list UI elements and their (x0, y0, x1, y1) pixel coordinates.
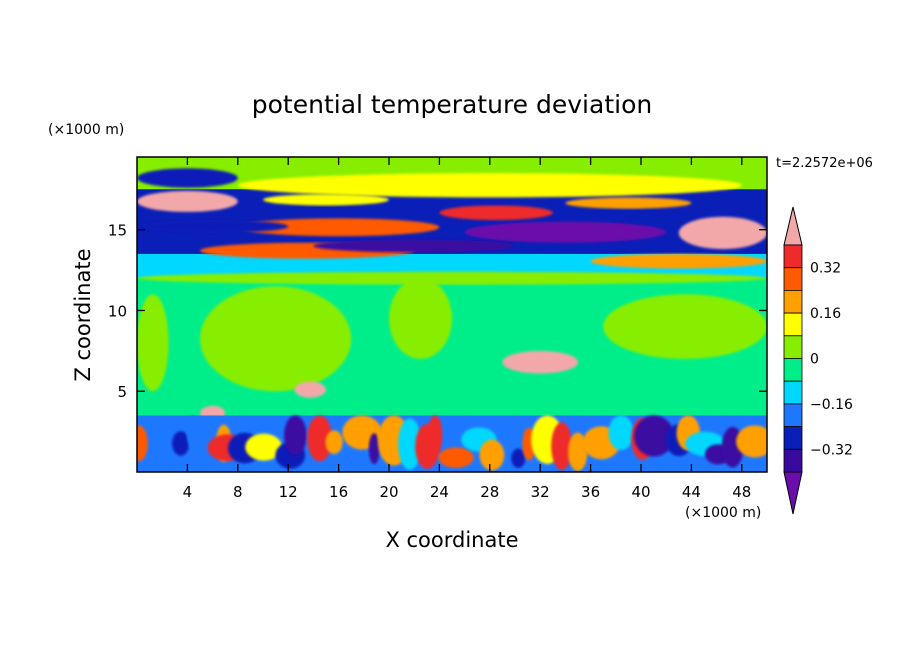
boundary-cell (284, 415, 307, 456)
y-tick-label: 10 (108, 302, 127, 320)
top-patch (237, 173, 742, 198)
colorbar-segment (783, 312, 803, 337)
jet-blob (565, 197, 692, 209)
colorbar-label: 0.32 (810, 261, 841, 277)
x-tick-label: 12 (279, 483, 298, 501)
x-unit-label: (×1000 m) (685, 505, 761, 521)
y-unit-label: (×1000 m) (48, 122, 124, 138)
boundary-cell (736, 425, 767, 458)
jet-blob (137, 220, 289, 233)
x-tick-label: 24 (430, 483, 449, 501)
streak (294, 381, 326, 398)
x-tick-label: 28 (480, 483, 499, 501)
x-tick-label: 16 (329, 483, 348, 501)
x-tick-label: 48 (732, 483, 751, 501)
jet-blob (678, 216, 767, 250)
x-axis-title: X coordinate (385, 528, 518, 552)
jet-blob (464, 221, 667, 243)
boundary-cell (568, 432, 588, 472)
x-tick-label: 20 (379, 483, 398, 501)
colorbar-label: 0.16 (810, 306, 841, 322)
colorbar-label: 0 (810, 352, 819, 368)
boundary-cell (438, 447, 474, 468)
jet-blob (590, 253, 767, 269)
boundary-cell (427, 415, 443, 455)
boundary-cell (172, 431, 190, 456)
x-axis: 4 8 12 16 20 24 28 32 36 40 44 48 (183, 157, 751, 501)
boundary-cell (398, 418, 422, 470)
x-tick-label: 40 (631, 483, 650, 501)
jet-blob (137, 168, 238, 188)
colorbar: 0.32 0.16 0 −0.16 −0.32 (783, 206, 853, 515)
boundary-cell (325, 430, 343, 454)
y-axis-title: Z coordinate (71, 248, 95, 381)
boundary-cell (634, 415, 675, 457)
colorbar-segment (783, 380, 803, 405)
streak (502, 350, 578, 374)
colorbar-segment (783, 403, 803, 427)
jet-blob (263, 194, 389, 206)
colorbar-segment (783, 448, 803, 473)
boundary-cell (479, 439, 505, 471)
jet-blob (137, 190, 238, 212)
plot-area (137, 157, 767, 472)
mid-patch (389, 278, 452, 359)
colorbar-segment (783, 426, 803, 450)
mid-patch (200, 286, 352, 392)
colorbar-label: −0.32 (810, 442, 853, 458)
x-tick-label: 32 (531, 483, 550, 501)
boundary-cell (307, 415, 333, 462)
jet-blob (237, 218, 440, 237)
time-label: t=2.2572e+06 (776, 156, 873, 171)
x-tick-label: 44 (682, 483, 701, 501)
colorbar-segment (783, 289, 803, 314)
colorbar-label: −0.16 (810, 397, 853, 413)
x-tick-label: 8 (233, 483, 243, 501)
boundary-cell (153, 420, 177, 466)
boundary-cell (186, 415, 199, 450)
boundary-cell (608, 415, 634, 451)
chart-title: potential temperature deviation (252, 90, 652, 119)
boundary-cell (137, 425, 148, 462)
boundary-cell (245, 433, 283, 461)
y-axis: 5 10 15 (108, 222, 767, 401)
plot-frame (136, 156, 768, 473)
boundary-cell (511, 448, 526, 469)
x-tick-label: 36 (581, 483, 600, 501)
mid-patch (137, 294, 169, 392)
jet-blob (313, 239, 515, 253)
x-tick-label: 4 (183, 483, 193, 501)
mid-patch (603, 294, 767, 359)
boundary-cell (368, 433, 380, 465)
y-tick-label: 5 (117, 383, 127, 401)
jet-blob (439, 205, 553, 221)
colorbar-segment (783, 244, 803, 269)
colorbar-segment (783, 335, 803, 359)
boundary-cell (551, 422, 573, 471)
colorbar-extend-min (783, 471, 803, 515)
colorbar-segment (783, 267, 803, 291)
colorbar-segment (783, 358, 803, 382)
colorbar-extend-max (783, 206, 803, 246)
y-tick-label: 15 (108, 222, 127, 240)
contour-field (137, 157, 767, 472)
mid-strip (137, 271, 767, 285)
